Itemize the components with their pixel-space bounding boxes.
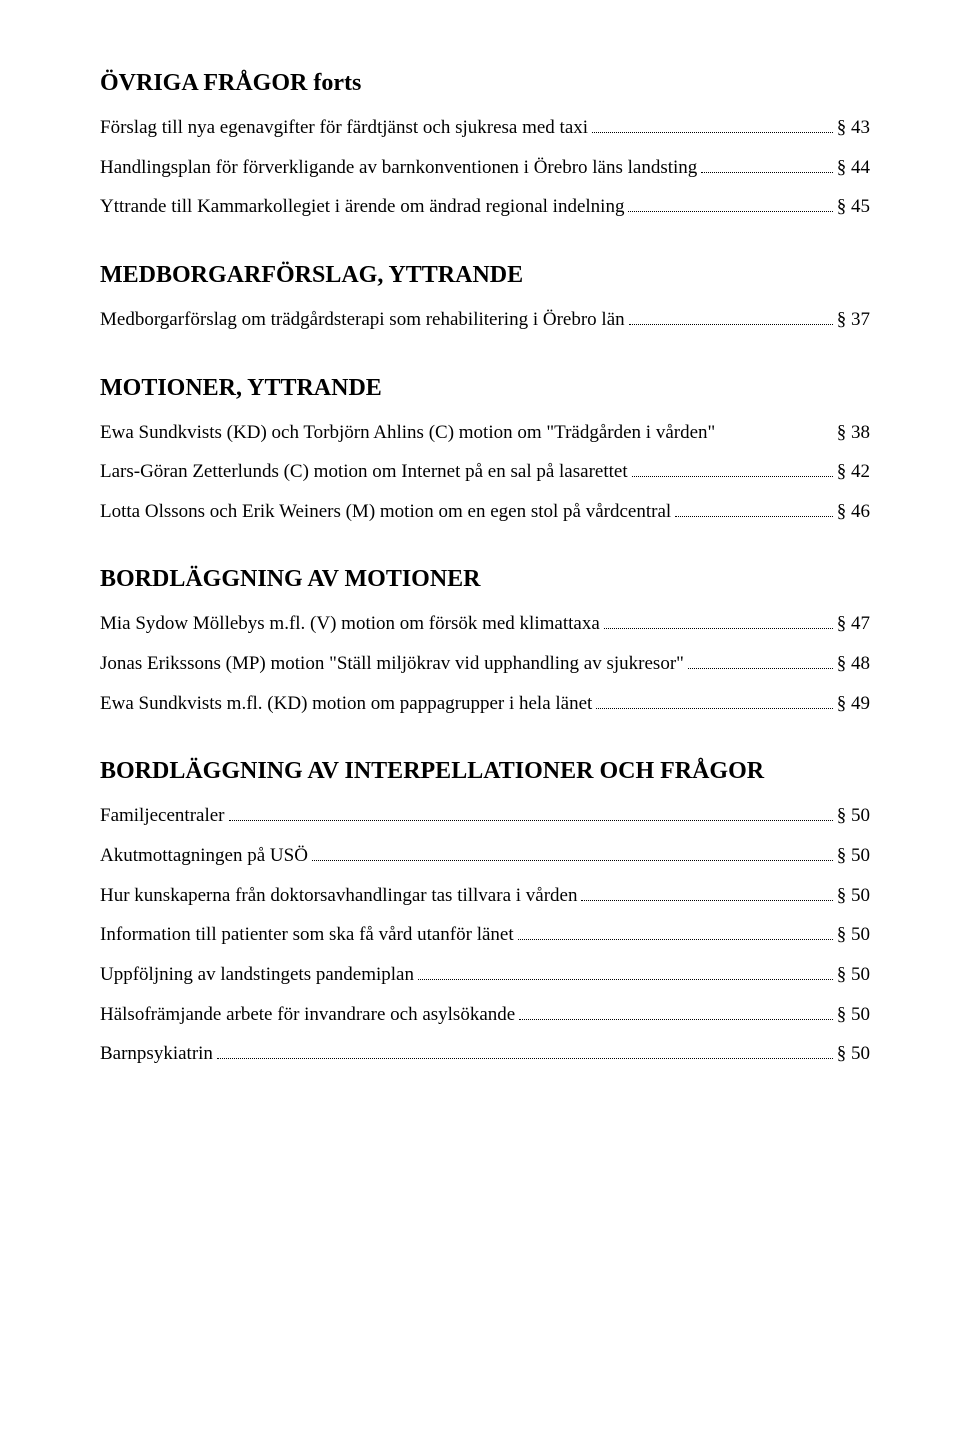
- toc-entry-ref: § 50: [837, 883, 870, 909]
- toc-line: Familjecentraler § 50: [100, 803, 870, 829]
- toc-leader-dots: [519, 1019, 833, 1020]
- toc-entry-ref: § 50: [837, 962, 870, 988]
- toc-line: Hälsofrämjande arbete för invandrare och…: [100, 1002, 870, 1028]
- toc-line: Förslag till nya egenavgifter för färdtj…: [100, 115, 870, 141]
- section-heading-bordl-motioner: BORDLÄGGNING AV MOTIONER: [100, 566, 870, 593]
- toc-entry-text: Medborgarförslag om trädgårdsterapi som …: [100, 307, 625, 333]
- toc-line: Mia Sydow Möllebys m.fl. (V) motion om f…: [100, 611, 870, 637]
- toc-line: Barnpsykiatrin § 50: [100, 1041, 870, 1067]
- toc-entry-ref: § 47: [837, 611, 870, 637]
- toc-line: Medborgarförslag om trädgårdsterapi som …: [100, 307, 870, 333]
- toc-entry-ref: § 46: [837, 499, 870, 525]
- toc-section-ovriga: Förslag till nya egenavgifter för färdtj…: [100, 115, 870, 220]
- toc-leader-dots: [418, 979, 833, 980]
- toc-entry-text: Hälsofrämjande arbete för invandrare och…: [100, 1002, 515, 1028]
- toc-entry-ref: § 49: [837, 691, 870, 717]
- toc-leader-dots: [312, 860, 833, 861]
- toc-leader-dots: [701, 172, 832, 173]
- toc-leader-dots: [592, 132, 833, 133]
- toc-entry-text: Jonas Erikssons (MP) motion "Ställ miljö…: [100, 651, 684, 677]
- toc-line: Information till patienter som ska få vå…: [100, 922, 870, 948]
- toc-entry-text: Uppföljning av landstingets pandemiplan: [100, 962, 414, 988]
- toc-entry-text: Lotta Olssons och Erik Weiners (M) motio…: [100, 499, 671, 525]
- toc-entry-ref: § 50: [837, 1002, 870, 1028]
- toc-leader-dots: [629, 324, 833, 325]
- toc-line: Ewa Sundkvists (KD) och Torbjörn Ahlins …: [100, 420, 870, 446]
- toc-entry-text: Ewa Sundkvists m.fl. (KD) motion om papp…: [100, 691, 592, 717]
- toc-entry-text: Ewa Sundkvists (KD) och Torbjörn Ahlins …: [100, 420, 715, 446]
- page-title: ÖVRIGA FRÅGOR forts: [100, 70, 870, 97]
- toc-entry-ref: § 43: [837, 115, 870, 141]
- toc-leader-dots: [675, 516, 833, 517]
- toc-line: Lars-Göran Zetterlunds (C) motion om Int…: [100, 459, 870, 485]
- toc-line: Akutmottagningen på USÖ § 50: [100, 843, 870, 869]
- toc-leader-dots: [688, 668, 833, 669]
- toc-leader-dots: [628, 211, 832, 212]
- toc-line: Yttrande till Kammarkollegiet i ärende o…: [100, 194, 870, 220]
- toc-line: Ewa Sundkvists m.fl. (KD) motion om papp…: [100, 691, 870, 717]
- toc-entry-ref: § 37: [837, 307, 870, 333]
- toc-line: Jonas Erikssons (MP) motion "Ställ miljö…: [100, 651, 870, 677]
- toc-entry-text: Förslag till nya egenavgifter för färdtj…: [100, 115, 588, 141]
- toc-entry-ref: § 48: [837, 651, 870, 677]
- toc-entry-ref: § 42: [837, 459, 870, 485]
- section-heading-bordl-interp: BORDLÄGGNING AV INTERPELLATIONER OCH FRÅ…: [100, 758, 870, 785]
- toc-entry-text: Yttrande till Kammarkollegiet i ärende o…: [100, 194, 624, 220]
- toc-entry-ref: § 50: [837, 803, 870, 829]
- toc-leader-dots: [581, 900, 832, 901]
- toc-entry-text: Familjecentraler: [100, 803, 225, 829]
- section-heading-motioner: MOTIONER, YTTRANDE: [100, 375, 870, 402]
- toc-entry-text: Hur kunskaperna från doktorsavhandlingar…: [100, 883, 577, 909]
- toc-entry-text: Mia Sydow Möllebys m.fl. (V) motion om f…: [100, 611, 600, 637]
- toc-section-bordl-motioner: Mia Sydow Möllebys m.fl. (V) motion om f…: [100, 611, 870, 716]
- toc-entry-ref: § 38: [837, 420, 870, 446]
- toc-entry-text: Barnpsykiatrin: [100, 1041, 213, 1067]
- toc-entry-ref: § 50: [837, 843, 870, 869]
- toc-leader-dots: [229, 820, 833, 821]
- toc-line: Lotta Olssons och Erik Weiners (M) motio…: [100, 499, 870, 525]
- toc-entry-text: Lars-Göran Zetterlunds (C) motion om Int…: [100, 459, 628, 485]
- toc-line: Uppföljning av landstingets pandemiplan §…: [100, 962, 870, 988]
- toc-entry-text: Information till patienter som ska få vå…: [100, 922, 514, 948]
- toc-entry-ref: § 44: [837, 155, 870, 181]
- toc-section-medborgar: Medborgarförslag om trädgårdsterapi som …: [100, 307, 870, 333]
- toc-leader-dots: [632, 476, 833, 477]
- toc-leader-dots: [604, 628, 833, 629]
- toc-entry-ref: § 50: [837, 922, 870, 948]
- section-heading-medborgar: MEDBORGARFÖRSLAG, YTTRANDE: [100, 262, 870, 289]
- toc-line: Handlingsplan för förverkligande av barn…: [100, 155, 870, 181]
- toc-entry-text: Akutmottagningen på USÖ: [100, 843, 308, 869]
- toc-section-bordl-interp: Familjecentraler§ 50Akutmottagningen på …: [100, 803, 870, 1066]
- toc-leader-dots: [217, 1058, 833, 1059]
- toc-section-motioner: Ewa Sundkvists (KD) och Torbjörn Ahlins …: [100, 420, 870, 525]
- toc-entry-ref: § 45: [837, 194, 870, 220]
- toc-leader-dots: [518, 939, 833, 940]
- toc-entry-ref: § 50: [837, 1041, 870, 1067]
- toc-entry-text: Handlingsplan för förverkligande av barn…: [100, 155, 697, 181]
- toc-leader-dots: [596, 708, 832, 709]
- toc-line: Hur kunskaperna från doktorsavhandlingar…: [100, 883, 870, 909]
